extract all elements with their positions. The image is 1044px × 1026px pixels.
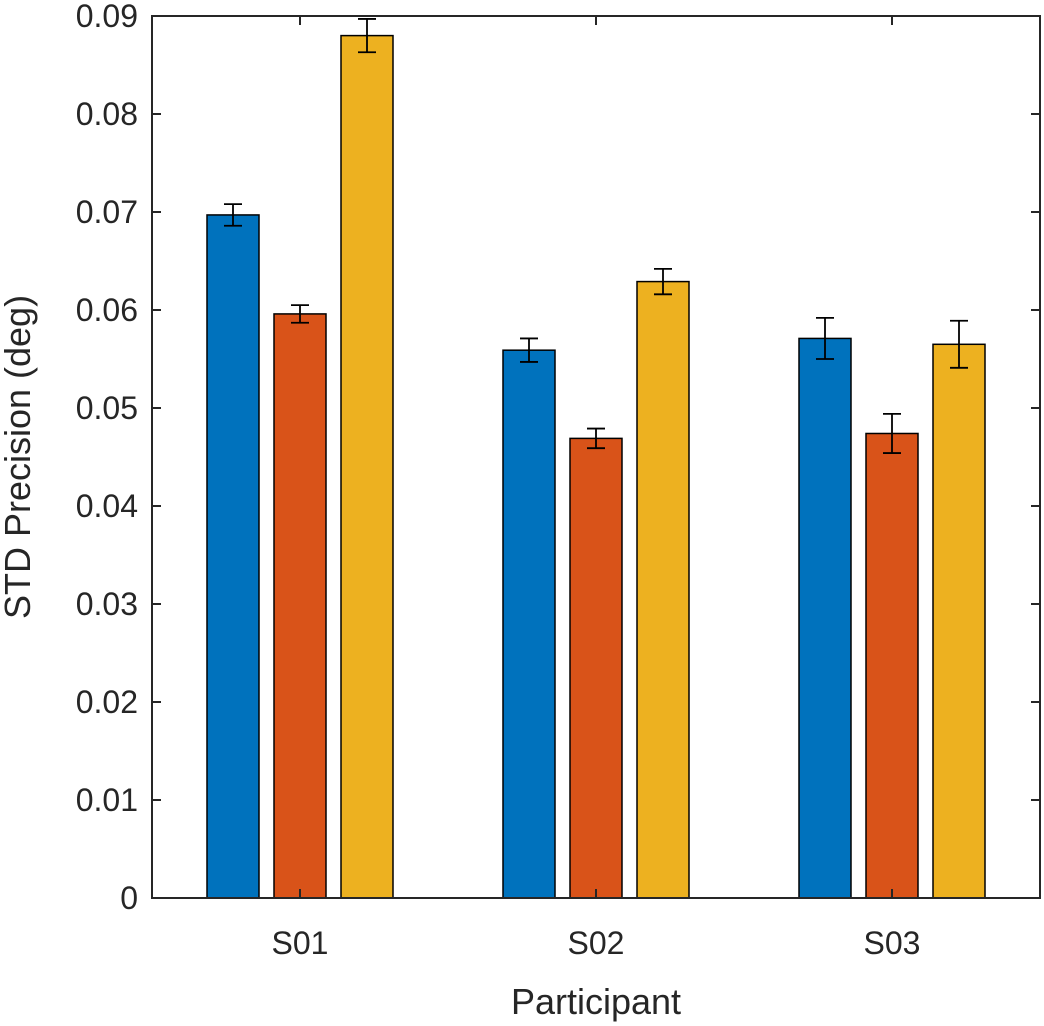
x-tick-label-s03: S03: [864, 925, 921, 961]
y-tick-label: 0.07: [76, 194, 138, 230]
bar-s03-series-3: [932, 343, 986, 899]
x-tick-label-s02: S02: [568, 925, 625, 961]
bar-s02-series-3: [636, 280, 690, 899]
y-tick-label: 0: [120, 880, 138, 916]
bar-s03-series-1: [798, 337, 852, 899]
bars-group: [206, 34, 986, 899]
y-tick-label: 0.03: [76, 586, 138, 622]
bar-s01-series-1: [206, 214, 260, 899]
y-tick-label: 0.06: [76, 292, 138, 328]
y-tick-label: 0.01: [76, 782, 138, 818]
y-tick-label: 0.05: [76, 390, 138, 426]
bar-s01-series-2: [273, 313, 327, 899]
bar-s02-series-2: [569, 437, 623, 899]
y-axis-title: STD Precision (deg): [0, 295, 38, 619]
x-tick-label-s01: S01: [272, 925, 329, 961]
y-axis-ticks: 0 0.01 0.02 0.03 0.04 0.05 0.06 0.07 0.08 0.09: [76, 0, 1040, 916]
y-tick-label: 0.08: [76, 96, 138, 132]
y-tick-label: 0.02: [76, 684, 138, 720]
x-axis-title: Participant: [511, 981, 681, 1022]
bar-s03-series-2: [865, 432, 919, 899]
bar-s02-series-1: [502, 349, 556, 899]
bar-s01-series-3: [340, 34, 394, 899]
y-tick-label: 0.09: [76, 0, 138, 34]
x-axis-ticks: S01 S02 S03: [272, 16, 921, 961]
y-tick-label: 0.04: [76, 488, 138, 524]
errorbars-group: [224, 18, 968, 454]
